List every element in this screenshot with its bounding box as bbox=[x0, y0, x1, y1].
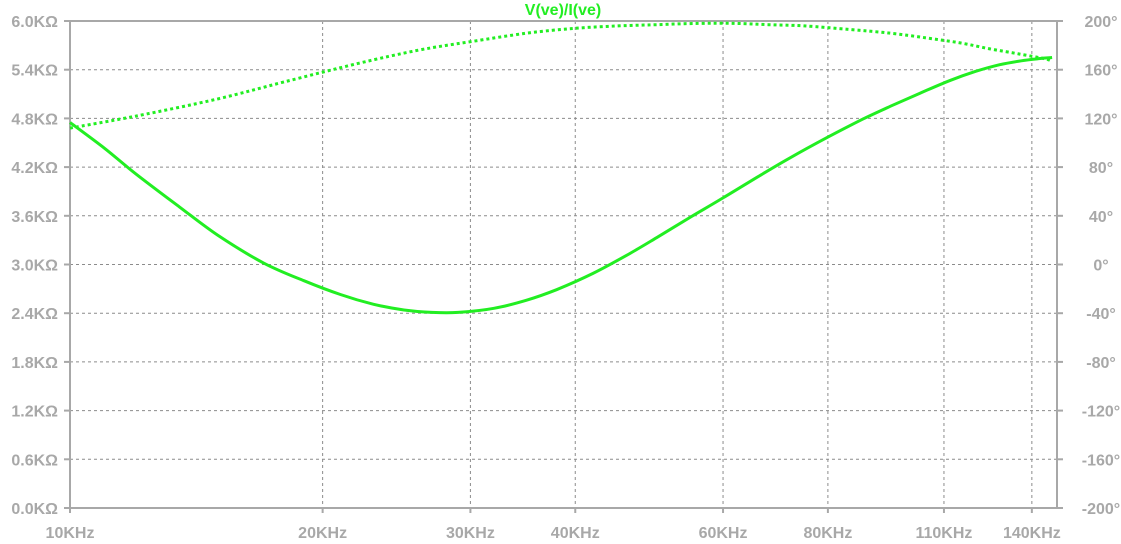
x-tick-label: 110KHz bbox=[915, 525, 972, 542]
x-tick-label: 40KHz bbox=[551, 525, 600, 542]
left-tick-label: 0.6KΩ bbox=[11, 452, 58, 469]
x-tick-label: 60KHz bbox=[699, 525, 748, 542]
series-layer bbox=[69, 21, 1053, 315]
left-tick-label: 2.4KΩ bbox=[11, 306, 58, 323]
x-tick-label: 80KHz bbox=[803, 525, 852, 542]
x-tick-label: 140KHz bbox=[1003, 525, 1061, 542]
left-tick-label: 3.0KΩ bbox=[11, 258, 58, 275]
right-tick-label: -120° bbox=[1082, 404, 1120, 421]
left-tick-label: 1.2KΩ bbox=[11, 404, 58, 421]
left-tick-label: 4.8KΩ bbox=[11, 111, 58, 128]
x-axis-ticks: 10KHz 20KHz 30KHz 40KHz 60KHz 80KHz 110KHz 140K… bbox=[46, 508, 1061, 542]
right-tick-label: 80° bbox=[1089, 160, 1113, 177]
phase-trace bbox=[69, 21, 1053, 130]
right-tick-label: -40° bbox=[1086, 306, 1116, 323]
right-tick-label: 40° bbox=[1089, 209, 1113, 226]
magnitude-trace bbox=[69, 56, 1053, 315]
right-tick-label: 0° bbox=[1093, 258, 1108, 275]
right-tick-label: -200° bbox=[1082, 501, 1120, 518]
chart-title: V(ve)/I(ve) bbox=[525, 2, 601, 19]
x-tick-label: 10KHz bbox=[46, 525, 95, 542]
left-axis-ticks: 0.0KΩ 0.6KΩ 1.2KΩ 1.8KΩ 2.4KΩ 3.0KΩ 3.6KΩ 4.2KΩ… bbox=[11, 14, 70, 518]
right-axis-ticks: -200° -160° -120° -80° -40° 0° 40° 80° 120° 160° 2… bbox=[1057, 14, 1120, 518]
right-tick-label: 120° bbox=[1084, 111, 1117, 128]
left-tick-label: 1.8KΩ bbox=[11, 355, 58, 372]
x-tick-label: 30KHz bbox=[446, 525, 495, 542]
right-tick-label: -80° bbox=[1086, 355, 1116, 372]
right-tick-label: 160° bbox=[1084, 63, 1117, 80]
left-tick-label: 6.0KΩ bbox=[11, 14, 58, 31]
right-tick-label: -160° bbox=[1082, 452, 1120, 469]
right-tick-label: 200° bbox=[1084, 14, 1117, 31]
left-tick-label: 3.6KΩ bbox=[11, 209, 58, 226]
left-tick-label: 4.2KΩ bbox=[11, 160, 58, 177]
left-tick-label: 5.4KΩ bbox=[11, 63, 58, 80]
x-tick-label: 20KHz bbox=[298, 525, 347, 542]
grid-lines bbox=[70, 21, 1057, 508]
left-tick-label: 0.0KΩ bbox=[11, 501, 58, 518]
